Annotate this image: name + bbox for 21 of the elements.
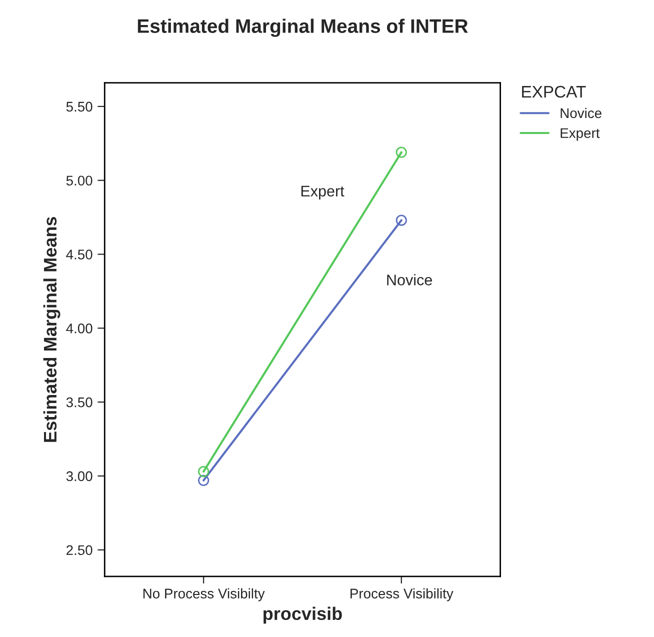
- point: [198, 474, 210, 486]
- y-axis-title: Estimated Marginal Means: [43, 217, 60, 442]
- y-tick-label: 5.50: [66, 102, 92, 112]
- y-tick-label: 4.50: [66, 250, 92, 260]
- x-tick-label: Process Visibility: [350, 588, 454, 602]
- x-tick-label: No Process Visibilty: [143, 588, 265, 602]
- point: [396, 214, 407, 226]
- y-tick-label: 3.00: [66, 471, 92, 482]
- y-tick-label: 5.00: [66, 176, 92, 186]
- annotation: Novice: [387, 274, 432, 286]
- annotation: Expert: [301, 186, 344, 200]
- y-tick-label: 2.50: [66, 545, 92, 556]
- legend-label: Expert: [560, 128, 600, 141]
- y-tick-label: 3.50: [66, 397, 92, 408]
- chart-title: Estimated Marginal Means of INTER: [138, 18, 468, 37]
- legend-label: Novice: [560, 108, 602, 118]
- legend-title: EXPCAT: [522, 86, 586, 98]
- point: [198, 466, 210, 478]
- point: [396, 146, 407, 158]
- y-tick-label: 4.00: [66, 324, 92, 334]
- x-axis-title: procvisib: [264, 606, 342, 624]
